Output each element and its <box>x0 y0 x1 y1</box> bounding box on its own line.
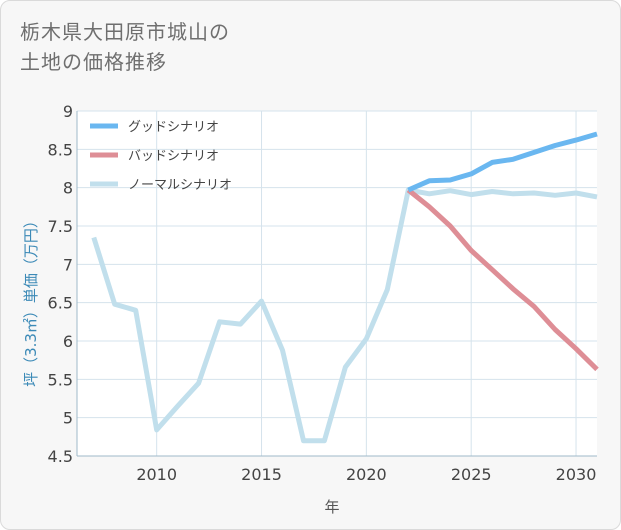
y-tick-label: 5 <box>63 409 73 428</box>
series-line-2 <box>406 188 599 372</box>
y-tick-label: 4.5 <box>48 447 73 466</box>
x-axis-label: 年 <box>324 498 339 516</box>
x-tick-label: 2020 <box>346 465 387 484</box>
y-tick-label: 9 <box>63 102 73 121</box>
y-tick-label: 6 <box>63 332 73 351</box>
legend-label: ノーマルシナリオ <box>128 178 232 193</box>
chart-title-line-1: 栃木県大田原市城山の <box>20 20 230 44</box>
chart-title-line-2: 土地の価格推移 <box>20 50 167 74</box>
axes: 4.5 5 5.5 6 6.5 7 7.5 8 8.5 9 2010 2015 2020 2025 2030 <box>48 102 597 484</box>
y-axis-label: 坪（3.3㎡）単価（万円） <box>22 213 40 387</box>
series-lines <box>91 131 599 444</box>
series-line-1 <box>407 131 598 193</box>
x-tick-label: 2030 <box>556 465 597 484</box>
y-tick-label: 5.5 <box>48 370 73 389</box>
chart-title: 栃木県大田原市城山の 土地の価格推移 <box>20 17 340 77</box>
y-tick-label: 6.5 <box>48 294 73 313</box>
x-tick-label: 2025 <box>451 465 492 484</box>
legend-label: バッドシナリオ <box>128 149 219 164</box>
y-tick-label: 7 <box>63 255 73 274</box>
legend-label: グッドシナリオ <box>128 120 219 135</box>
y-tick-label: 8.5 <box>48 140 73 159</box>
y-tick-label: 8 <box>63 179 73 198</box>
x-tick-label: 2015 <box>241 465 282 484</box>
y-tick-label: 7.5 <box>48 217 73 236</box>
series-line-3 <box>91 187 598 444</box>
x-tick-label: 2010 <box>136 465 177 484</box>
